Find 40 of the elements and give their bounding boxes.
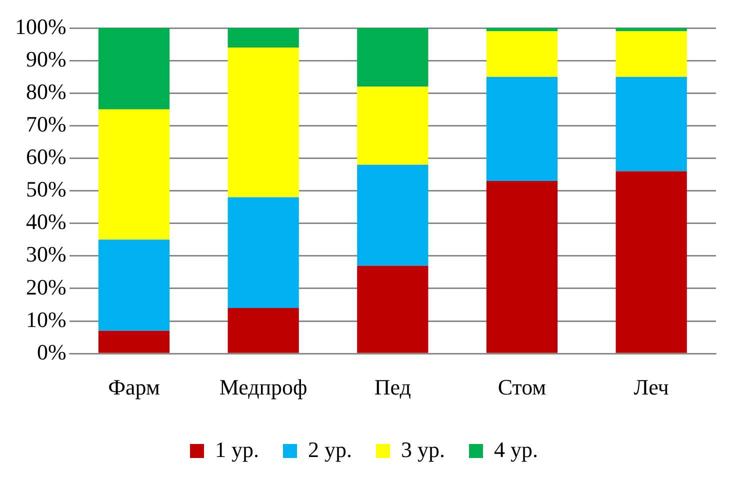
y-tick-label: 30% xyxy=(26,242,66,267)
y-tick-label: 40% xyxy=(26,209,66,234)
x-tick-label: Фарм xyxy=(108,374,160,400)
y-tick-label: 10% xyxy=(26,306,66,332)
bar xyxy=(357,28,428,87)
bar xyxy=(98,240,170,331)
x-tick-label: Леч xyxy=(634,374,669,400)
bar xyxy=(486,28,558,32)
legend-label: 3 ур. xyxy=(401,436,445,462)
x-tick-label: Медпроф xyxy=(219,374,308,400)
y-tick-label: 60% xyxy=(26,144,66,170)
bar xyxy=(616,31,687,77)
legend-label: 2 ур. xyxy=(308,436,352,462)
bar xyxy=(616,171,687,353)
bar xyxy=(228,48,299,198)
legend-label: 4 ур. xyxy=(494,436,538,462)
y-tick-label: 50% xyxy=(26,176,66,202)
bar xyxy=(228,197,299,308)
y-tick-label: 20% xyxy=(26,274,66,300)
bar xyxy=(486,181,558,353)
y-tick-label: 70% xyxy=(26,111,66,136)
x-tick-label: Пед xyxy=(374,374,411,400)
bar xyxy=(357,164,428,266)
y-tick-label: 0% xyxy=(37,339,66,364)
y-tick-label: 80% xyxy=(26,78,66,104)
bar xyxy=(616,76,687,172)
bar xyxy=(486,76,558,182)
y-tick-label: 100% xyxy=(15,14,66,39)
bar xyxy=(486,31,558,77)
bar xyxy=(98,28,170,110)
bar xyxy=(357,266,428,353)
bar xyxy=(616,28,687,32)
bar xyxy=(98,109,170,240)
legend-label: 1 ур. xyxy=(215,436,259,462)
bar xyxy=(357,86,428,165)
bar xyxy=(98,330,170,353)
y-tick-label: 90% xyxy=(26,46,66,72)
bar xyxy=(228,308,299,353)
bar xyxy=(228,28,299,48)
x-tick-label: Стом xyxy=(498,374,546,400)
